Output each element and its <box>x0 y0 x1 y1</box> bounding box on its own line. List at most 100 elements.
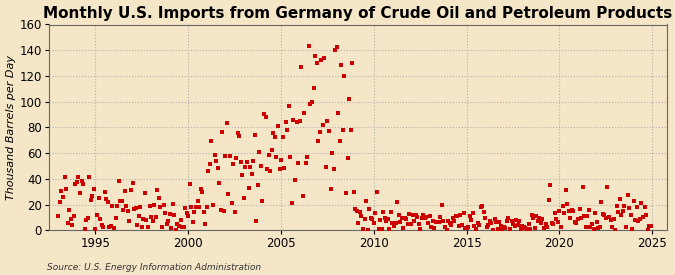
Point <box>627 227 638 231</box>
Point <box>424 213 435 218</box>
Point <box>74 191 85 195</box>
Point <box>282 128 293 132</box>
Point <box>161 222 172 226</box>
Point <box>330 48 341 52</box>
Point <box>460 226 470 230</box>
Point <box>528 215 539 220</box>
Point <box>614 196 625 201</box>
Point <box>506 219 517 223</box>
Point <box>197 190 208 194</box>
Point <box>248 159 259 163</box>
Point <box>68 214 79 218</box>
Point <box>328 167 339 172</box>
Point <box>267 147 277 152</box>
Point <box>406 222 416 227</box>
Point <box>256 163 267 168</box>
Point <box>509 224 520 228</box>
Point <box>331 45 342 49</box>
Point <box>535 221 546 225</box>
Point <box>97 223 107 227</box>
Point <box>141 217 152 222</box>
Point <box>369 221 379 225</box>
Point <box>273 123 284 128</box>
Point <box>383 217 394 221</box>
Point <box>554 209 565 213</box>
Point <box>294 119 305 123</box>
Point <box>449 218 460 223</box>
Point <box>458 211 469 216</box>
Point <box>562 201 572 206</box>
Point <box>275 158 286 162</box>
Point <box>375 218 385 222</box>
Point <box>302 155 313 159</box>
Point <box>313 139 323 144</box>
Point <box>574 207 585 212</box>
Point <box>226 201 237 205</box>
Point <box>454 224 464 229</box>
Point <box>441 228 452 232</box>
Point <box>252 183 263 188</box>
Point <box>265 169 275 173</box>
Point <box>630 218 641 222</box>
Point <box>548 222 559 227</box>
Point <box>98 225 109 230</box>
Point <box>56 189 67 193</box>
Point <box>151 215 161 220</box>
Point <box>599 213 610 218</box>
Point <box>508 221 518 226</box>
Point <box>126 188 136 193</box>
Point <box>493 220 504 224</box>
Point <box>625 213 636 217</box>
Point <box>186 205 196 209</box>
Point <box>221 121 232 125</box>
Point <box>203 169 214 173</box>
Point <box>136 225 147 230</box>
Point <box>121 204 132 208</box>
Point <box>582 214 593 218</box>
Point <box>634 216 645 221</box>
Point <box>505 227 516 231</box>
Point <box>333 110 344 115</box>
Point <box>123 208 134 213</box>
Point <box>523 222 534 226</box>
Point <box>53 214 63 218</box>
Point <box>556 225 566 230</box>
Text: Source: U.S. Energy Information Administration: Source: U.S. Energy Information Administ… <box>47 263 261 272</box>
Point <box>587 222 597 227</box>
Point <box>88 186 99 191</box>
Point <box>254 150 265 154</box>
Point <box>348 189 359 194</box>
Point <box>134 214 144 219</box>
Point <box>446 223 456 227</box>
Point <box>607 224 618 229</box>
Point <box>438 218 449 223</box>
Point <box>65 217 76 221</box>
Point <box>299 111 310 116</box>
Point <box>371 190 382 194</box>
Point <box>645 224 656 229</box>
Point <box>245 165 256 170</box>
Point <box>104 225 115 230</box>
Point <box>464 214 475 219</box>
Point <box>639 205 650 209</box>
Point <box>416 216 427 220</box>
Point <box>200 222 211 227</box>
Point <box>540 221 551 226</box>
Point <box>474 222 485 227</box>
Point <box>211 158 221 163</box>
Point <box>166 226 177 230</box>
Point <box>612 204 622 208</box>
Point <box>557 204 568 208</box>
Point <box>572 216 583 221</box>
Point <box>404 212 415 217</box>
Point <box>284 104 294 109</box>
Point <box>99 189 110 194</box>
Point <box>429 226 439 231</box>
Point <box>364 207 375 211</box>
Point <box>358 226 369 231</box>
Point <box>171 228 182 232</box>
Point <box>500 226 511 231</box>
Point <box>483 222 493 227</box>
Point <box>370 211 381 216</box>
Point <box>426 224 437 229</box>
